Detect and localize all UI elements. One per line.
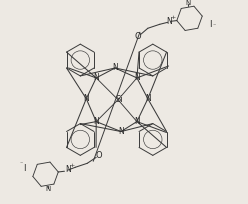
Text: N: N [134,73,140,82]
Text: +: + [70,163,75,168]
Text: N: N [112,63,118,72]
Text: N: N [45,186,50,192]
Text: ⁻: ⁻ [213,25,216,30]
Text: Si: Si [115,95,123,104]
Text: N: N [185,0,190,7]
Text: I: I [209,20,212,29]
Text: N: N [118,127,124,136]
Text: N: N [93,73,99,82]
Text: N: N [65,165,71,174]
Text: ⁻: ⁻ [19,163,22,168]
Text: N: N [93,117,99,126]
Text: N: N [166,17,172,26]
Text: N: N [83,94,89,103]
Text: I: I [24,164,26,173]
Text: O: O [135,32,141,41]
Text: N: N [145,94,151,103]
Text: N: N [134,117,140,126]
Text: O: O [96,151,102,160]
Text: +: + [170,15,175,20]
